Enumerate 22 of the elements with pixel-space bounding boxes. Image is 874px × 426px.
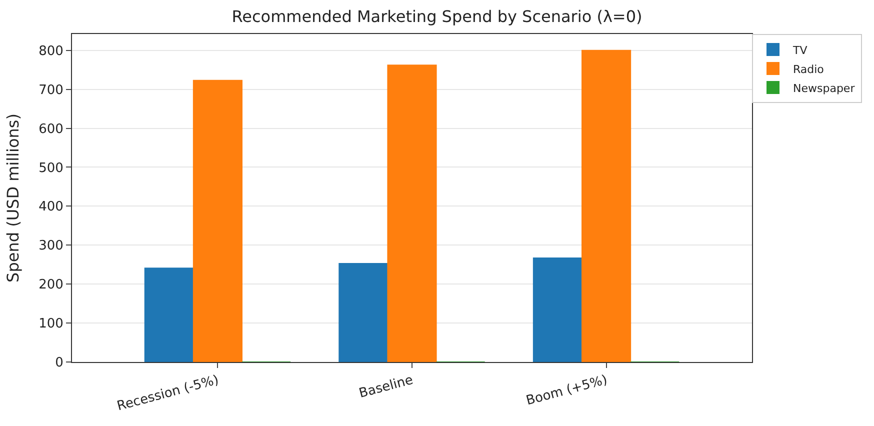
- bar: [582, 50, 632, 362]
- y-tick-label: 400: [38, 200, 64, 215]
- legend-label: Radio: [793, 62, 824, 76]
- x-tick-label: Baseline: [358, 372, 415, 402]
- chart-title: Recommended Marketing Spend by Scenario (λ=0): [232, 6, 642, 26]
- y-tick-label: 0: [55, 356, 64, 371]
- y-tick-label: 600: [38, 122, 64, 137]
- bar: [387, 64, 437, 362]
- x-tick-label: Boom (+5%): [524, 372, 610, 409]
- y-tick-label: 300: [38, 238, 64, 254]
- y-tick-label: 500: [38, 160, 64, 176]
- y-tick-label: 200: [38, 278, 64, 293]
- bar: [192, 80, 242, 362]
- y-tick-label: 800: [38, 44, 64, 59]
- y-tick-label: 100: [38, 316, 64, 332]
- legend-label: Newspaper: [793, 82, 856, 95]
- bar: [144, 268, 194, 362]
- legend-label: TV: [792, 44, 808, 57]
- y-tick-label: 700: [38, 82, 64, 98]
- bar: [338, 262, 388, 362]
- y-axis-title: Spend (USD millions): [3, 114, 22, 282]
- bar: [532, 257, 582, 362]
